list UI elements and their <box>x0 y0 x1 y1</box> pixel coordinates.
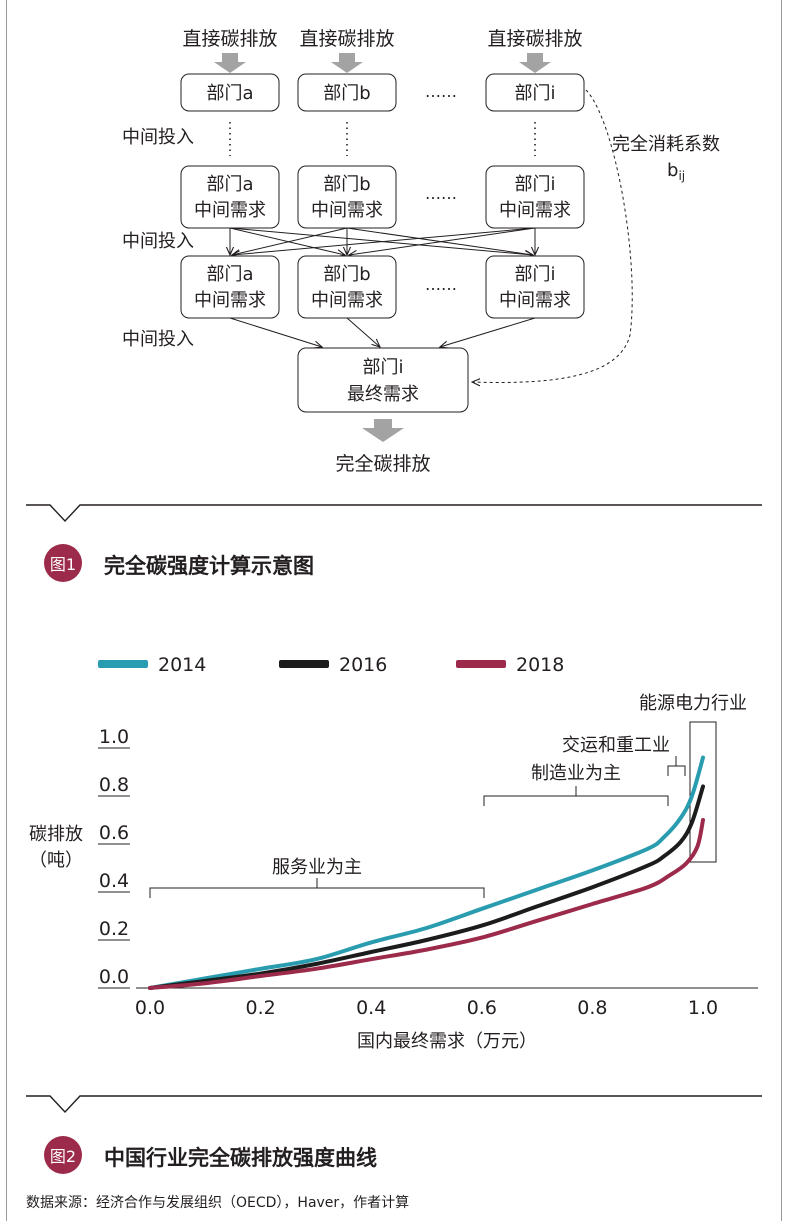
legend-swatch-2014 <box>98 660 148 668</box>
intermediate-input-label-2: 中间投入 <box>122 231 194 252</box>
ellipsis: …… <box>425 275 457 294</box>
figure1-title: 完全碳强度计算示意图 <box>104 554 314 578</box>
page-border <box>6 0 782 1221</box>
sector-box-a <box>180 73 280 112</box>
diagram: 直接碳排放 直接碳排放 直接碳排放 部门a 部门b …… 部门i 中间投入 部门… <box>122 28 720 475</box>
sector-i-label: 部门i <box>514 83 555 104</box>
intermediate-demand-label: 中间需求 <box>194 200 266 221</box>
converge-arrows <box>229 317 536 347</box>
legend: 2014 2016 2018 <box>98 654 564 676</box>
x-tick-label: 0.6 <box>467 997 497 1019</box>
chart: 2014 2016 2018 碳排放 （吨） 国内最终需求（万元） 服务业为主 … <box>29 654 758 1052</box>
down-arrow-icon <box>214 53 246 73</box>
y-axis-label-line1: 碳排放 <box>29 824 83 845</box>
figure1-badge: 图1 <box>44 544 82 582</box>
annotation-services: 服务业为主 <box>272 857 362 878</box>
intermediate-input-label-1: 中间投入 <box>122 127 194 148</box>
annotation-manufacturing: 制造业为主 <box>531 763 621 784</box>
x-tick-label: 1.0 <box>688 997 718 1019</box>
total-emission-label: 完全碳排放 <box>335 453 430 475</box>
intermediate-demand-label: 中间需求 <box>499 290 571 311</box>
ellipsis: …… <box>425 82 457 101</box>
figure2-title: 中国行业完全碳排放强度曲线 <box>104 1146 377 1170</box>
intermediate-demand-label: 中间需求 <box>311 200 383 221</box>
axes: 0.0 0.2 0.4 0.6 0.8 1.0 0.0 0.2 0.4 0.6 0.8 1.0 <box>98 726 758 1019</box>
y-tick-label: 1.0 <box>99 726 129 748</box>
intermediate-demand-label: 中间需求 <box>499 200 571 221</box>
intermediate-demand-label: 中间需求 <box>194 290 266 311</box>
intermediate-input-label-3: 中间投入 <box>122 329 194 350</box>
coefficient-symbol: bij <box>667 160 685 183</box>
sector-b-label: 部门b <box>323 83 370 104</box>
total-coefficient-label: 完全消耗系数 <box>612 134 720 155</box>
y-tick-label: 0.4 <box>99 870 129 892</box>
legend-swatch-2016 <box>279 660 329 668</box>
bracket-energy-box <box>689 721 717 863</box>
sector-i-label: 部门i <box>514 264 555 285</box>
sector-i-label: 部门i <box>514 174 555 195</box>
divider-notch <box>26 504 762 523</box>
y-tick-label: 0.6 <box>99 822 129 844</box>
direct-emission-label-b: 直接碳排放 <box>299 28 394 50</box>
sector-a-label: 部门a <box>206 174 253 195</box>
sector-a-label: 部门a <box>206 83 253 104</box>
divider-notch <box>26 1095 762 1114</box>
legend-label-2018: 2018 <box>516 654 564 676</box>
annotation-energy: 能源电力行业 <box>639 693 747 714</box>
sector-b-label: 部门b <box>323 264 370 285</box>
down-arrow-icon <box>362 419 404 442</box>
y-tick-label: 0.8 <box>99 774 129 796</box>
bracket-manufacturing <box>483 795 669 806</box>
source-note: 数据来源：经济合作与发展组织（OECD），Haver，作者计算 <box>26 1195 410 1211</box>
down-arrow-icon <box>331 53 363 73</box>
sector-box-b <box>297 73 397 112</box>
y-tick-label: 0.0 <box>99 966 129 988</box>
sector-a-label: 部门a <box>206 264 253 285</box>
series-line-2014 <box>148 755 705 990</box>
legend-label-2016: 2016 <box>339 654 387 676</box>
sector-b-label: 部门b <box>323 174 370 195</box>
x-tick-label: 0.0 <box>135 997 165 1019</box>
final-demand-label: 最终需求 <box>347 384 419 405</box>
annotation-transport-heavy: 交运和重工业 <box>562 735 670 756</box>
final-demand-box <box>297 347 469 413</box>
ellipsis: …… <box>425 184 457 203</box>
direct-emission-label-i: 直接碳排放 <box>487 28 582 50</box>
legend-label-2014: 2014 <box>158 654 206 676</box>
x-tick-label: 0.2 <box>245 997 275 1019</box>
direct-emission-label-a: 直接碳排放 <box>182 28 277 50</box>
cross-arrows <box>230 227 535 255</box>
legend-swatch-2018 <box>456 660 506 668</box>
sector-box-i <box>485 73 585 112</box>
y-tick-label: 0.2 <box>99 918 129 940</box>
y-axis-label-line2: （吨） <box>29 850 83 871</box>
series-lines <box>148 755 705 990</box>
bracket-services <box>149 887 485 898</box>
x-tick-label: 0.8 <box>577 997 607 1019</box>
x-tick-label: 0.4 <box>356 997 386 1019</box>
figure2-badge: 图2 <box>44 1136 82 1174</box>
down-arrow-icon <box>519 53 551 73</box>
intermediate-demand-label: 中间需求 <box>311 290 383 311</box>
series-line-2018 <box>148 818 705 990</box>
bracket-transport <box>667 765 686 776</box>
sector-i-label: 部门i <box>362 357 403 378</box>
annotation-brackets <box>149 721 717 898</box>
coefficient-dashed-arrow <box>472 89 633 382</box>
x-axis-label: 国内最终需求（万元） <box>357 1031 537 1052</box>
series-line-2016 <box>148 784 705 990</box>
